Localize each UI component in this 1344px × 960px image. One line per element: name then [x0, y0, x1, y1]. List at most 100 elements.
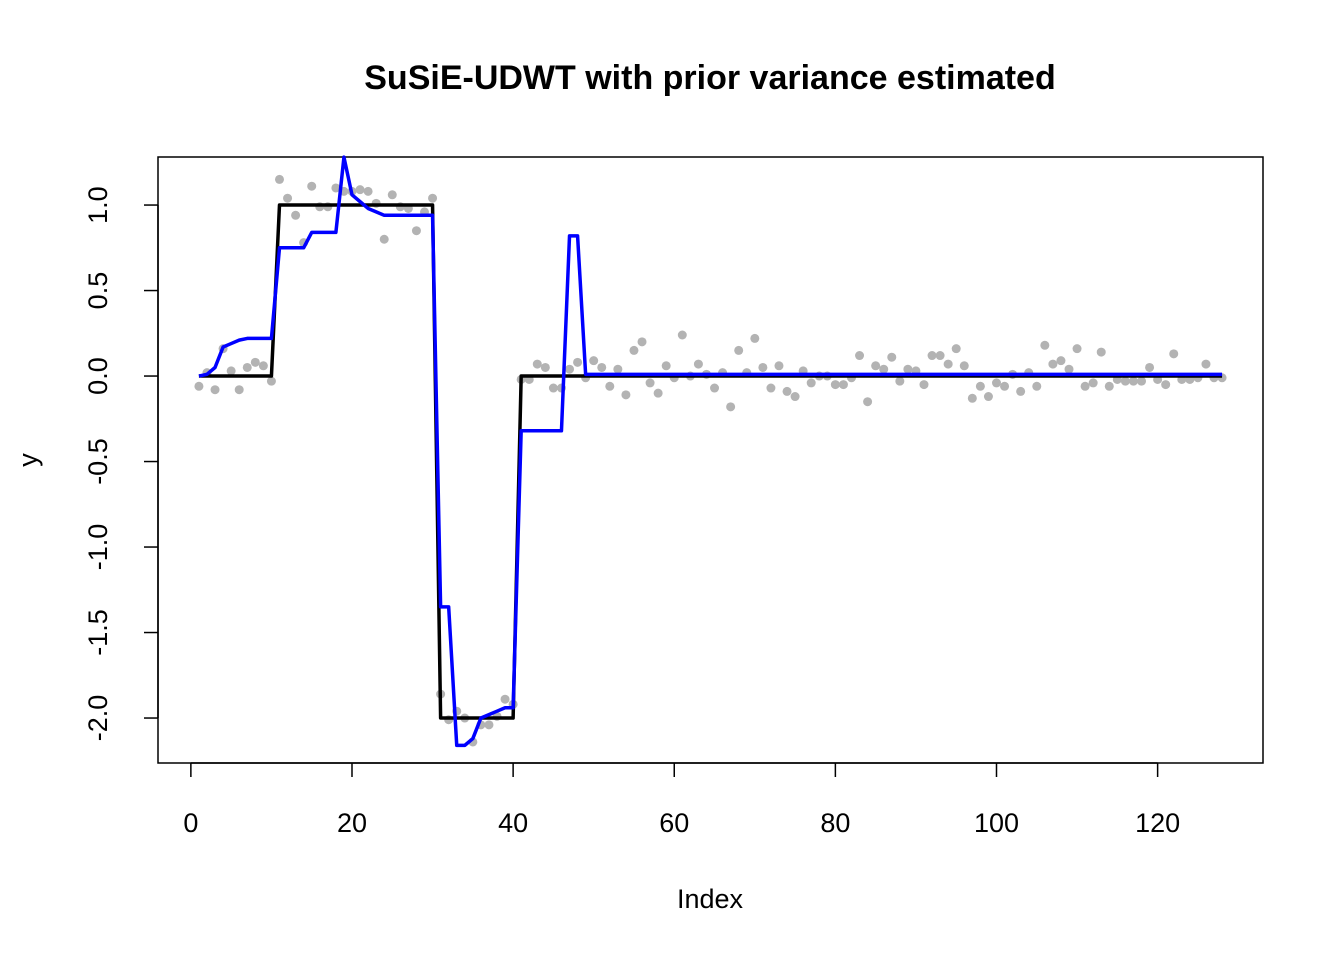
- data-point: [967, 393, 977, 403]
- x-tick-label: 80: [820, 808, 850, 838]
- data-point: [983, 392, 993, 402]
- data-point: [307, 181, 317, 191]
- data-point: [1048, 359, 1058, 369]
- data-point: [871, 361, 881, 371]
- data-point: [532, 359, 542, 369]
- data-point: [291, 210, 301, 220]
- x-tick-label: 20: [337, 808, 367, 838]
- data-point: [959, 361, 969, 371]
- data-point: [991, 378, 1001, 388]
- data-point: [806, 378, 816, 388]
- data-point: [774, 361, 784, 371]
- data-point: [266, 376, 276, 386]
- y-axis-label: y: [13, 453, 43, 467]
- data-point: [1056, 356, 1066, 366]
- chart-title: SuSiE-UDWT with prior variance estimated: [364, 59, 1055, 97]
- data-point: [1201, 359, 1211, 369]
- data-point: [387, 190, 397, 200]
- data-point: [605, 381, 615, 391]
- data-point: [1104, 381, 1114, 391]
- x-tick-label: 100: [974, 808, 1019, 838]
- data-point: [1137, 376, 1147, 386]
- data-point: [782, 386, 792, 396]
- plot-frame: [157, 156, 1264, 764]
- data-point: [565, 364, 575, 374]
- data-point: [895, 376, 905, 386]
- data-point: [830, 380, 840, 390]
- data-point: [613, 364, 623, 374]
- data-point: [879, 364, 889, 374]
- data-point: [484, 720, 494, 730]
- data-point: [1016, 386, 1026, 396]
- data-point: [863, 397, 873, 407]
- data-point: [1128, 376, 1138, 386]
- data-point: [1096, 347, 1106, 357]
- data-point: [758, 362, 768, 372]
- data-point: [838, 380, 848, 390]
- data-point: [283, 193, 293, 203]
- data-point: [250, 357, 260, 367]
- data-point: [331, 183, 341, 193]
- y-tick-label: -2.0: [83, 695, 113, 742]
- data-line: [198, 155, 1223, 748]
- data-point: [1169, 349, 1179, 359]
- x-tick-label: 40: [498, 808, 528, 838]
- data-point: [363, 186, 373, 196]
- data-point: [258, 361, 268, 371]
- data-point: [234, 385, 244, 395]
- data-point: [1145, 362, 1155, 372]
- data-point: [734, 345, 744, 355]
- data-point: [1080, 381, 1090, 391]
- y-tick-label: 0.5: [83, 272, 113, 310]
- data-point: [500, 694, 510, 704]
- data-point: [750, 333, 760, 343]
- data-point: [943, 359, 953, 369]
- data-point: [540, 362, 550, 372]
- data-point: [194, 381, 204, 391]
- data-line: [198, 203, 1223, 720]
- x-tick-label: 120: [1135, 808, 1180, 838]
- y-tick-label: 1.0: [83, 186, 113, 224]
- data-point: [1032, 381, 1042, 391]
- data-point: [548, 383, 558, 393]
- data-point: [573, 357, 583, 367]
- data-point: [903, 364, 913, 374]
- data-point: [653, 388, 663, 398]
- data-point: [855, 351, 865, 361]
- x-tick-label: 60: [659, 808, 689, 838]
- data-point: [790, 392, 800, 402]
- data-point: [210, 385, 220, 395]
- data-point: [726, 402, 736, 412]
- data-point: [1000, 381, 1010, 391]
- data-point: [379, 234, 389, 244]
- data-point: [677, 330, 687, 340]
- data-point: [1088, 378, 1098, 388]
- data-point: [1040, 340, 1050, 350]
- data-point: [629, 345, 639, 355]
- y-tick-label: -1.0: [83, 524, 113, 571]
- data-point: [428, 193, 438, 203]
- data-point: [226, 366, 236, 376]
- data-point: [411, 226, 421, 236]
- data-point: [710, 383, 720, 393]
- x-axis-label: Index: [677, 884, 744, 914]
- data-point: [951, 344, 961, 354]
- y-tick-label: -0.5: [83, 438, 113, 485]
- data-point: [1072, 344, 1082, 354]
- data-point: [919, 380, 929, 390]
- data-point: [887, 352, 897, 362]
- y-tick-label: -1.5: [83, 609, 113, 656]
- data-point: [621, 390, 631, 400]
- data-point: [597, 362, 607, 372]
- data-point: [927, 351, 937, 361]
- data-point: [693, 359, 703, 369]
- data-point: [355, 185, 365, 195]
- data-point: [589, 356, 599, 366]
- data-point: [661, 361, 671, 371]
- x-tick-label: 0: [183, 808, 198, 838]
- data-point: [975, 381, 985, 391]
- data-point: [1064, 364, 1074, 374]
- data-point: [1161, 380, 1171, 390]
- y-tick-label: 0.0: [83, 357, 113, 395]
